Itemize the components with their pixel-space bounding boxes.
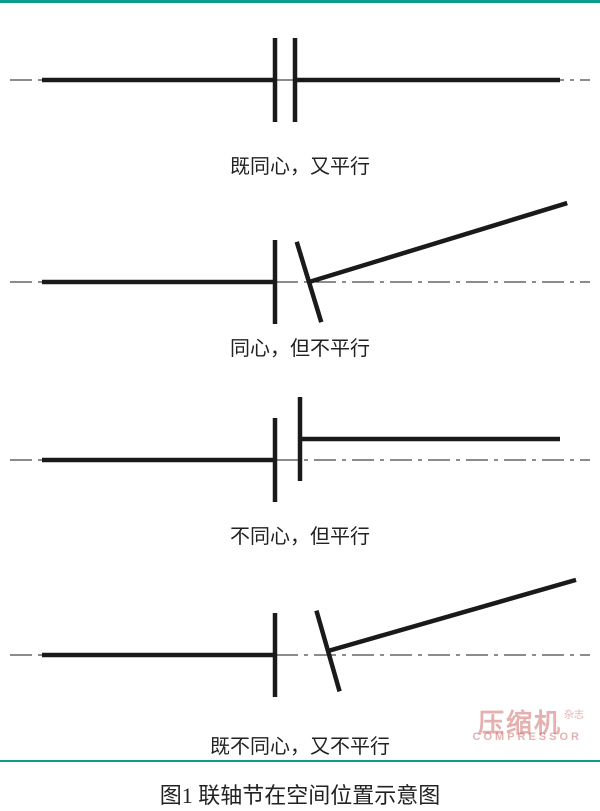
diagram-concentric-parallel (0, 20, 600, 140)
watermark-sub: 杂志 (564, 710, 584, 721)
right-shaft (309, 203, 567, 282)
watermark-en: COMPRESSOR (473, 732, 582, 743)
top-border (0, 0, 600, 3)
caption-1: 既同心，又平行 (0, 150, 600, 179)
bottom-border (0, 760, 600, 762)
caption-2: 同心，但不平行 (0, 332, 600, 361)
right-coupling-offset-tilted (316, 575, 587, 691)
watermark: 压缩机杂志 COMPRESSOR (473, 710, 582, 743)
caption-3: 不同心，但平行 (0, 520, 600, 549)
diagram-concentric-nonparallel (0, 200, 600, 340)
right-coupling-offset (300, 397, 560, 481)
figure-container: 既同心，又平行 同心，但不平行 不同心，但平行 (0, 0, 600, 811)
right-coupling-tilted (297, 200, 580, 322)
right-shaft (328, 580, 576, 651)
diagram-nonconcentric-parallel (0, 388, 600, 518)
figure-title: 图1 联轴节在空间位置示意图 (0, 778, 600, 810)
diagram-nonconcentric-nonparallel (0, 575, 600, 725)
